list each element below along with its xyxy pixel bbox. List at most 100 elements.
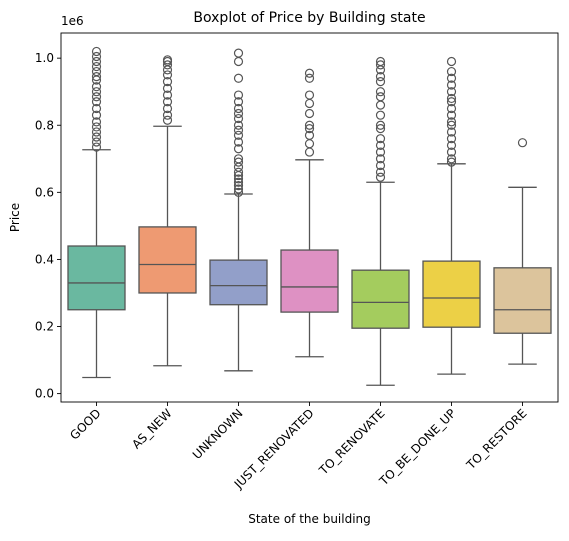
outlier-point <box>304 68 315 78</box>
y-tick-label: 0.6 <box>35 185 54 199</box>
outlier-point <box>375 147 386 157</box>
outlier-point <box>233 56 244 67</box>
y-tick-label: 0.0 <box>35 387 54 401</box>
outlier-point <box>375 154 386 164</box>
outlier-point <box>304 120 315 130</box>
outlier-point <box>91 51 102 62</box>
outlier-point <box>233 90 244 100</box>
outlier-point <box>233 125 244 135</box>
y-tick-label: 1.0 <box>35 51 54 65</box>
outlier-point <box>233 187 244 197</box>
outlier-point <box>162 103 173 114</box>
outlier-point <box>304 98 315 109</box>
x-tick-label: JUST_RENOVATED <box>231 406 317 492</box>
outlier-point <box>446 120 457 130</box>
outlier-point <box>304 124 315 134</box>
outlier-point <box>233 144 244 154</box>
x-tick-label: UNKNOWN <box>190 406 246 462</box>
outlier-point <box>233 113 244 124</box>
y-axis-multiplier-label: 1e6 <box>61 14 84 28</box>
outlier-point <box>91 110 102 120</box>
outlier-point <box>91 127 102 137</box>
box-group <box>351 56 410 386</box>
box-group <box>493 138 552 365</box>
outlier-point <box>446 87 457 97</box>
box-group <box>67 46 126 379</box>
outlier-point <box>446 73 457 83</box>
outlier-point <box>91 87 102 97</box>
x-tick-label: TO_BE_DONE_UP <box>376 406 459 489</box>
outlier-point <box>446 110 457 120</box>
outlier-point <box>233 103 244 114</box>
outlier-point <box>233 120 244 130</box>
x-tick-label: TO_RESTORE <box>463 406 529 472</box>
outlier-point <box>91 82 102 92</box>
outlier-point <box>91 132 102 142</box>
outlier-point <box>304 139 315 149</box>
y-axis: 0.0 0.2 0.4 0.6 0.8 1.0 <box>35 51 61 401</box>
x-tick-label: TO_RENOVATE <box>316 406 388 478</box>
box-group <box>280 68 339 358</box>
outlier-point <box>91 122 102 132</box>
outlier-point <box>375 167 386 177</box>
outlier-point <box>375 172 386 182</box>
outlier-point <box>91 137 102 147</box>
outlier-point <box>446 66 457 77</box>
box-iqr <box>67 245 126 311</box>
outlier-point <box>446 103 457 114</box>
outlier-point <box>446 140 457 150</box>
outlier-point <box>446 93 457 104</box>
y-tick-label: 0.2 <box>35 320 54 334</box>
box-group <box>209 48 268 372</box>
outlier-point <box>375 77 386 87</box>
outlier-point <box>446 117 457 127</box>
outlier-point <box>91 72 102 82</box>
outlier-point <box>233 130 244 140</box>
outlier-point <box>91 56 102 67</box>
y-axis-label: Price <box>8 203 22 232</box>
outlier-point <box>446 147 457 157</box>
outlier-point <box>233 174 244 184</box>
outlier-point <box>375 100 386 110</box>
outlier-point <box>233 177 244 187</box>
outlier-point <box>375 72 386 82</box>
outlier-point <box>162 70 173 80</box>
outlier-point <box>375 110 386 120</box>
outlier-point <box>91 117 102 127</box>
outlier-point <box>375 56 386 67</box>
box-iqr <box>138 226 197 294</box>
outlier-point <box>517 138 528 148</box>
outlier-point <box>91 142 102 152</box>
outlier-point <box>375 87 386 97</box>
outlier-point <box>91 66 102 77</box>
outlier-point <box>304 90 315 100</box>
outlier-point <box>162 60 173 70</box>
outlier-point <box>375 140 386 150</box>
outlier-point <box>375 92 386 102</box>
box-iqr <box>422 260 481 328</box>
outlier-point <box>91 103 102 114</box>
outlier-point <box>446 97 457 107</box>
outlier-point <box>233 181 244 191</box>
outlier-point <box>233 157 244 167</box>
outlier-point <box>304 147 315 157</box>
box-layer <box>67 46 552 386</box>
box-iqr <box>209 259 268 306</box>
outlier-point <box>162 115 173 125</box>
outlier-point <box>446 154 457 164</box>
y-tick-label: 0.8 <box>35 118 54 132</box>
x-tick-label: GOOD <box>67 406 103 442</box>
outlier-point <box>233 97 244 107</box>
outlier-point <box>233 73 244 83</box>
box-iqr <box>493 267 552 334</box>
outlier-point <box>162 77 173 87</box>
outlier-point <box>304 73 315 83</box>
x-tick-label: AS_NEW <box>129 406 175 452</box>
outlier-point <box>91 61 102 72</box>
y-tick-label: 0.4 <box>35 252 54 266</box>
box-group <box>138 55 197 367</box>
chart-title: Boxplot of Price by Building state <box>193 10 425 26</box>
